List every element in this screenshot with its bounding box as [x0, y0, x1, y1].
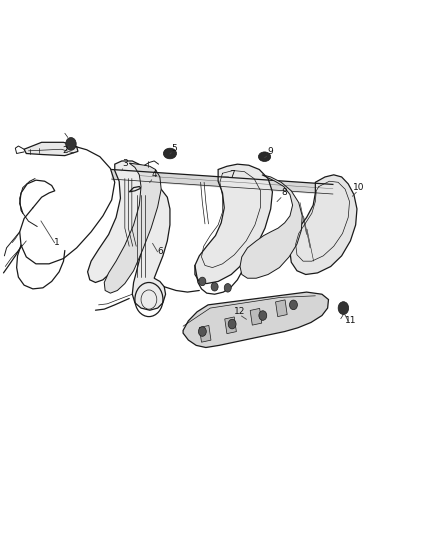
Polygon shape [195, 164, 272, 284]
Circle shape [211, 282, 218, 291]
Text: 6: 6 [157, 247, 163, 256]
Bar [276, 300, 287, 317]
Text: 4: 4 [152, 171, 157, 179]
Text: 10: 10 [353, 183, 365, 192]
Polygon shape [240, 175, 302, 278]
Circle shape [198, 327, 206, 336]
Circle shape [224, 284, 231, 292]
Circle shape [66, 138, 76, 150]
Polygon shape [24, 142, 78, 156]
Circle shape [259, 311, 267, 320]
Text: 7: 7 [229, 170, 235, 179]
Polygon shape [290, 175, 357, 274]
Text: 11: 11 [345, 317, 356, 325]
Ellipse shape [258, 152, 271, 161]
Circle shape [199, 277, 206, 286]
Bar [225, 317, 237, 334]
Text: 1: 1 [54, 238, 60, 247]
Polygon shape [88, 161, 148, 282]
Polygon shape [129, 185, 170, 310]
Polygon shape [104, 163, 161, 293]
Circle shape [290, 300, 297, 310]
Ellipse shape [163, 148, 177, 159]
Polygon shape [183, 292, 328, 348]
Circle shape [228, 319, 236, 329]
Text: 2: 2 [62, 146, 67, 155]
Text: 3: 3 [122, 159, 128, 168]
Text: 12: 12 [234, 308, 246, 316]
Bar [199, 326, 211, 342]
Circle shape [338, 302, 349, 314]
Text: 9: 9 [267, 148, 273, 156]
Text: 5: 5 [171, 144, 177, 152]
Text: 8: 8 [281, 189, 287, 197]
Bar [250, 309, 262, 325]
